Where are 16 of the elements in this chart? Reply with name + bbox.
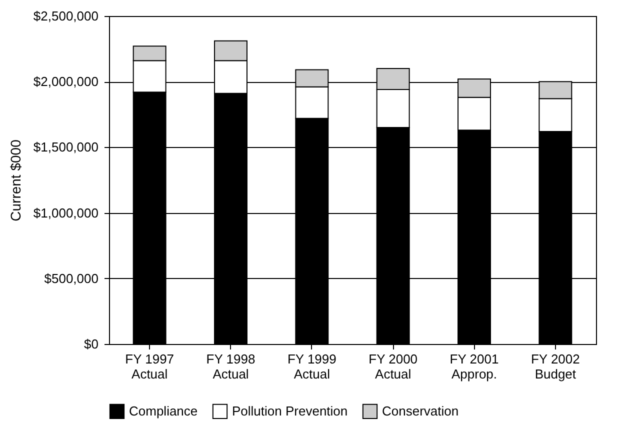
y-tick-label: $1,000,000 <box>33 205 98 220</box>
y-axis-title: Current $000 <box>7 139 24 222</box>
x-tick-label: FY 1997 Actual <box>125 352 174 382</box>
y-tick-label: $2,500,000 <box>33 8 98 24</box>
x-tick-label: FY 2000 Actual <box>368 352 418 382</box>
y-tick-label: $1,500,000 <box>33 140 98 155</box>
y-tick-label: $2,000,000 <box>33 74 98 90</box>
y-tick-label: $500,000 <box>44 270 98 286</box>
legend-label: Compliance <box>129 403 198 418</box>
legend-label: Pollution Prevention <box>232 403 348 418</box>
x-tick-label: FY 2001 Approp. <box>450 352 499 382</box>
x-tick-label: FY 1999 Actual <box>287 352 336 382</box>
x-tick-label: FY 1998 Actual <box>206 352 256 382</box>
legend-label: Conservation <box>382 403 459 418</box>
x-tick-label: FY 2002 Budget <box>530 352 580 382</box>
y-tick-label: $0 <box>84 336 98 352</box>
